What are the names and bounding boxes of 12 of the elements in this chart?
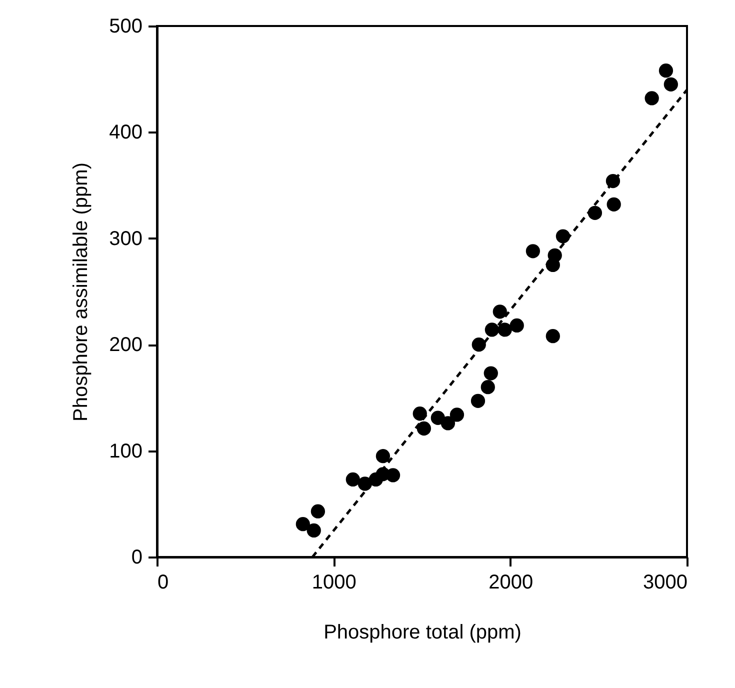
x-tick-label: 0 bbox=[158, 572, 169, 594]
y-tick-label: 300 bbox=[109, 228, 142, 250]
y-tick-label: 200 bbox=[109, 334, 142, 356]
y-tick-label: 400 bbox=[109, 122, 142, 144]
x-tick-label: 3000 bbox=[643, 572, 688, 594]
y-axis-title: Phosphore assimilable (ppm) bbox=[70, 162, 92, 422]
x-axis-title: Phosphore total (ppm) bbox=[324, 622, 522, 644]
y-tick-label: 500 bbox=[109, 16, 142, 38]
x-tick-label: 2000 bbox=[488, 572, 534, 594]
x-tick-label: 1000 bbox=[312, 572, 356, 594]
y-tick-label: 0 bbox=[131, 546, 142, 568]
y-tick-label: 100 bbox=[109, 440, 142, 462]
